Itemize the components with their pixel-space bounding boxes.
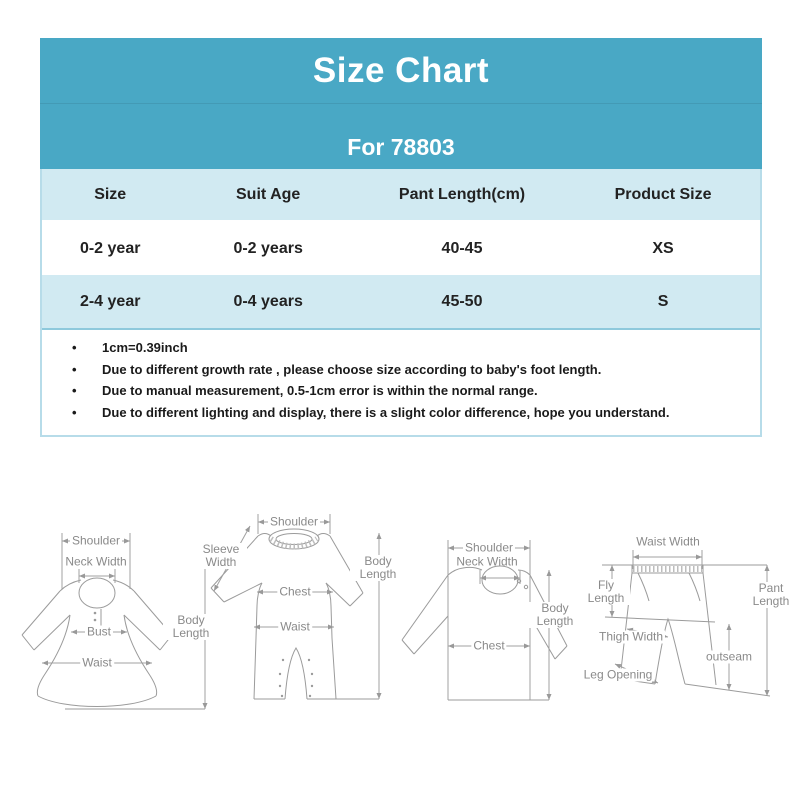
dress-waist-label: Waist (80, 655, 114, 670)
note-item: Due to different lighting and display, t… (42, 402, 752, 424)
dress-bust-label: Bust (84, 624, 114, 639)
cell-product-size: S (657, 292, 669, 310)
column-header-product-size: Product Size (614, 185, 712, 203)
pants-fly-length-label: Fly Length (582, 579, 630, 605)
note-item: Due to manual measurement, 0.5-1cm error… (42, 380, 752, 402)
dress-body-length-label: Body Length (163, 614, 219, 640)
dress-shoulder-label: Shoulder (69, 533, 123, 548)
notes-section: 1cm=0.39inch Due to different growth rat… (42, 328, 760, 435)
pants-illustration (602, 550, 771, 697)
table-row: 0-2 year 0-2 years 40-45 XS (42, 222, 760, 275)
page-title: Size Chart (40, 38, 762, 104)
romper-waist-label: Waist (278, 619, 312, 634)
cell-size: 2-4 year (79, 292, 141, 310)
pants-leg-opening-label: Leg Opening (581, 667, 655, 682)
romper-chest-label: Chest (277, 584, 313, 599)
pants-outseam-label: outseam (703, 649, 755, 664)
figure-pants: Waist Width Fly Length Thigh Width Leg O… (581, 525, 799, 725)
column-header-size: Size (94, 185, 127, 203)
note-item: Due to different growth rate , please ch… (42, 359, 752, 381)
cell-pant-length: 45-50 (441, 292, 483, 310)
pants-thigh-width-label: Thigh Width (596, 629, 666, 644)
cell-pant-length: 40-45 (441, 239, 483, 257)
product-code-subtitle: For 78803 (347, 134, 455, 160)
romper-body-length-label: Body Length (350, 555, 406, 581)
figure-romper: Shoulder Sleeve Width Chest Waist Body L… (195, 488, 407, 720)
note-item: 1cm=0.39inch (42, 337, 752, 359)
size-chart-box: Size Chart For 78803 Size Suit Age Pant … (40, 38, 762, 437)
top-chest-label: Chest (471, 638, 507, 653)
romper-sleeve-width-label: Sleeve Width (195, 543, 247, 569)
column-header-pant-length: Pant Length(cm) (398, 185, 526, 203)
top-body-length-label: Body Length (527, 602, 583, 628)
cell-product-size: XS (652, 239, 674, 257)
pants-waist-width-label: Waist Width (636, 534, 700, 549)
cell-size: 0-2 year (79, 239, 141, 257)
cell-suit-age: 0-2 years (233, 239, 303, 257)
pants-pant-length-label: Pant Length (743, 582, 799, 608)
romper-shoulder-label: Shoulder (267, 514, 321, 529)
top-shoulder-label: Shoulder (462, 540, 516, 555)
size-table: Size Suit Age Pant Length(cm) Product Si… (40, 169, 762, 437)
chart-header: Size Chart For 78803 (40, 38, 762, 169)
notes-list: 1cm=0.39inch Due to different growth rat… (42, 337, 752, 423)
dress-neck-width-label: Neck Width (65, 554, 127, 569)
column-header-suit-age: Suit Age (236, 185, 301, 203)
figure-dress: Shoulder Neck Width Bust Waist Body Leng… (15, 503, 220, 713)
top-neck-width-label: Neck Width (456, 554, 518, 569)
table-row: 2-4 year 0-4 years 45-50 S (42, 275, 760, 328)
figure-top: Shoulder Neck Width Chest Body Length (401, 518, 583, 718)
table-header-row: Size Suit Age Pant Length(cm) Product Si… (42, 169, 760, 222)
cell-suit-age: 0-4 years (233, 292, 303, 310)
